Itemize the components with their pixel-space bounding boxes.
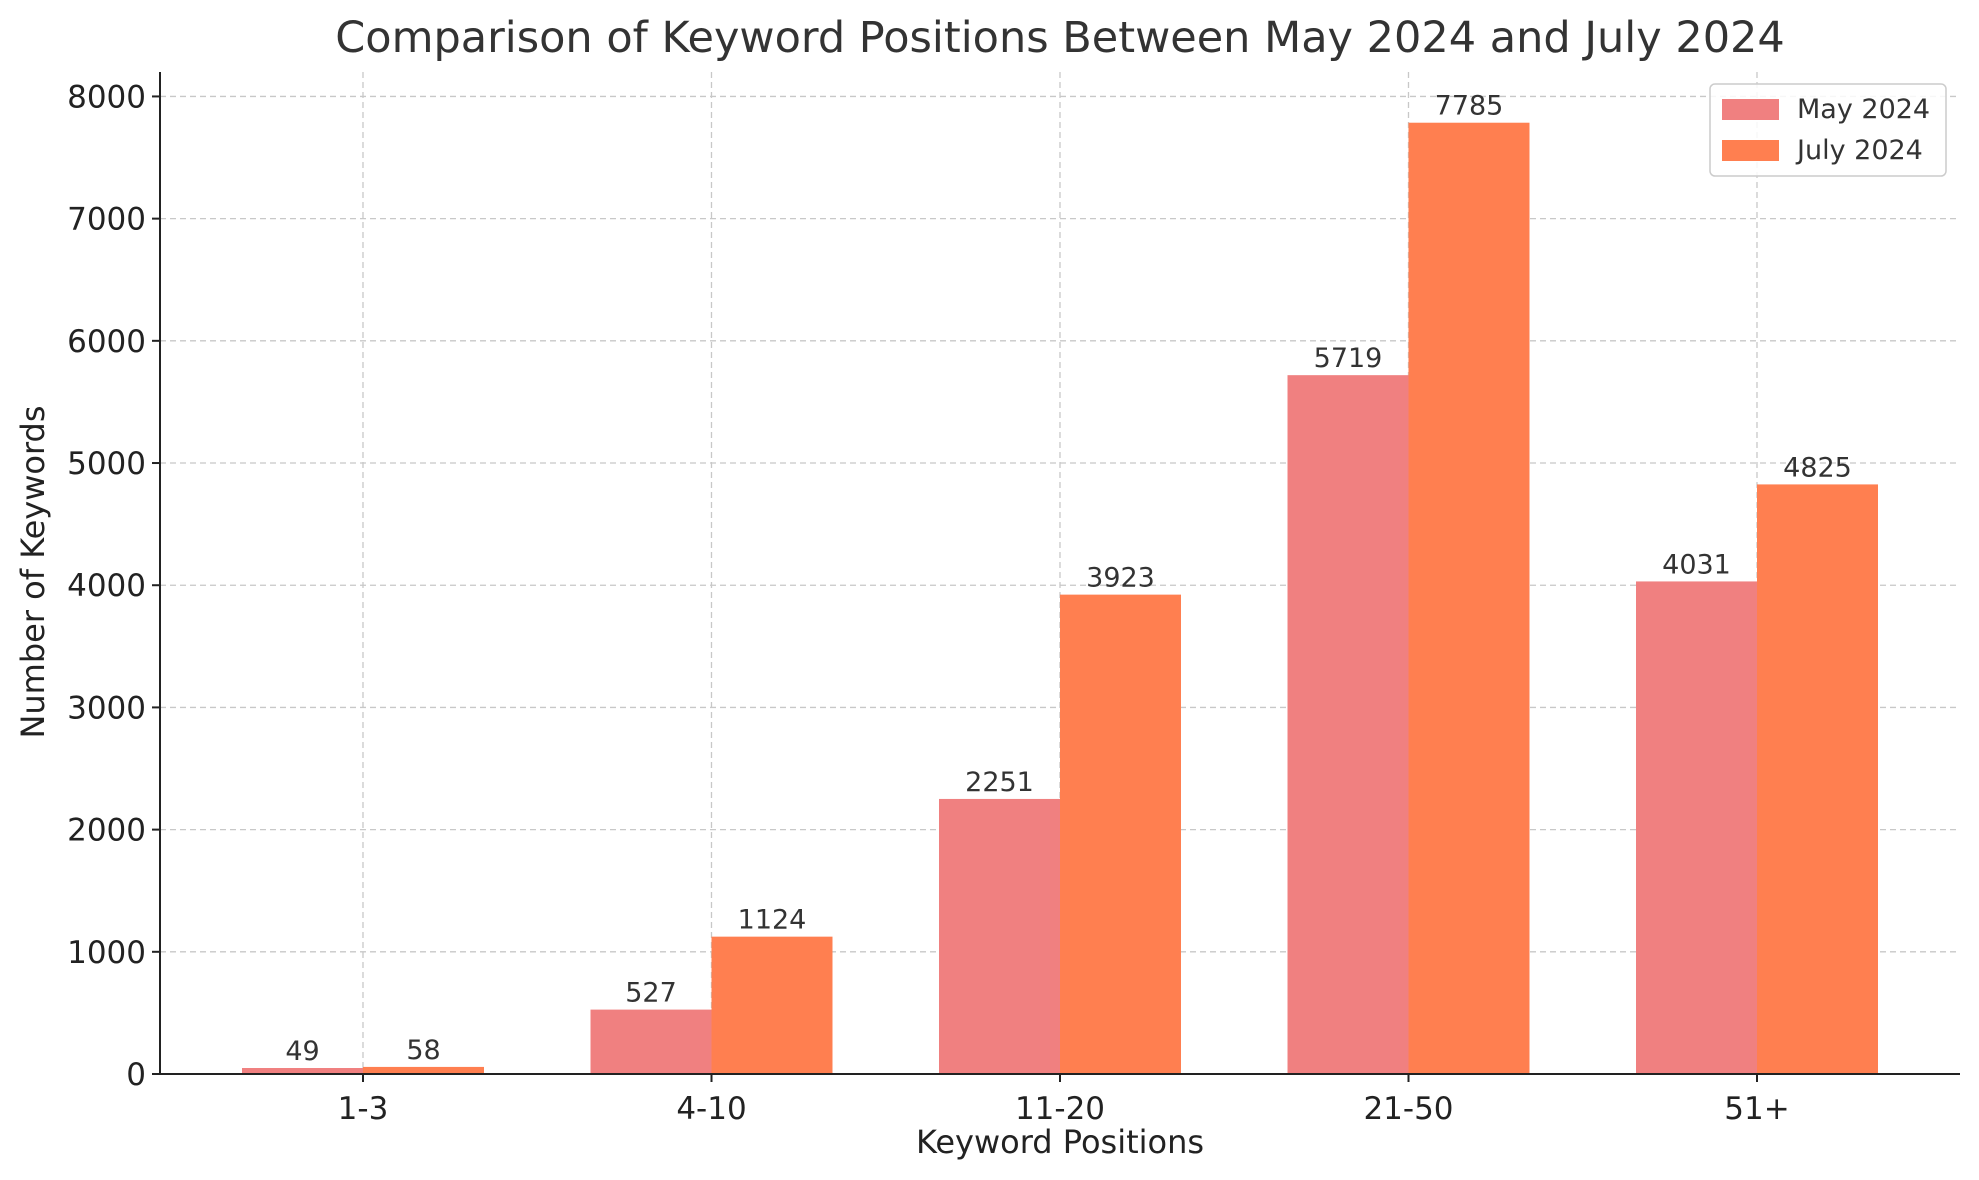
y-tick-label: 5000 xyxy=(67,446,146,482)
legend-swatch xyxy=(1722,99,1779,120)
y-axis-label: Number of Keywords xyxy=(14,405,52,738)
y-tick-label: 8000 xyxy=(67,79,146,115)
bar-value-label: 1124 xyxy=(738,905,807,936)
bar-value-label: 7785 xyxy=(1435,91,1504,122)
bar-value-label: 2251 xyxy=(965,767,1034,798)
bar-may-2024 xyxy=(1287,375,1409,1074)
bar-value-label: 3923 xyxy=(1086,563,1155,594)
legend: May 2024 July 2024 xyxy=(1709,83,1947,177)
x-tick-label: 51+ xyxy=(1724,1091,1789,1127)
bar-value-label: 4825 xyxy=(1783,452,1852,483)
bar-value-label: 49 xyxy=(285,1036,319,1067)
legend-swatch xyxy=(1722,140,1779,161)
bar-july-2024 xyxy=(363,1066,484,1074)
bar-july-2024 xyxy=(1060,594,1181,1074)
bar-may-2024 xyxy=(1636,581,1757,1074)
x-axis-label: Keyword Positions xyxy=(916,1123,1204,1161)
y-tick-label: 2000 xyxy=(67,813,146,849)
y-tick-label: 3000 xyxy=(67,690,146,726)
bar-may-2024 xyxy=(242,1068,363,1074)
x-tick-label: 21-50 xyxy=(1363,1091,1453,1127)
bar-value-label: 5719 xyxy=(1314,343,1383,374)
chart-title: Comparison of Keyword Positions Between … xyxy=(335,13,1785,63)
legend-label: May 2024 xyxy=(1797,94,1930,125)
x-tick-label: 11-20 xyxy=(1015,1091,1105,1127)
y-tick-label: 7000 xyxy=(67,202,146,238)
axes: 0 1000 2000 3000 4000 5000 6000 7000 8000 1-3 4-10… xyxy=(67,72,1960,1127)
bar-may-2024 xyxy=(939,798,1060,1074)
bar-value-label: 4031 xyxy=(1662,549,1731,580)
bar-may-2024 xyxy=(590,1009,712,1074)
y-tick-label: 6000 xyxy=(67,324,146,360)
bar-value-label: 58 xyxy=(406,1035,440,1066)
bar-july-2024 xyxy=(1408,122,1530,1074)
y-tick-label: 0 xyxy=(126,1057,146,1093)
bar-july-2024 xyxy=(1757,484,1878,1074)
x-tick-label: 4-10 xyxy=(676,1091,746,1127)
x-tick-label: 1-3 xyxy=(338,1091,389,1127)
y-tick-label: 1000 xyxy=(67,935,146,971)
bar-value-label: 527 xyxy=(625,978,677,1009)
bar-july-2024 xyxy=(711,936,833,1074)
data-labels: 49 527 2251 5719 4031 58 1124 3923 7785 4825 xyxy=(285,91,1852,1067)
y-tick-label: 4000 xyxy=(67,568,146,604)
legend-label: July 2024 xyxy=(1795,135,1923,166)
bars xyxy=(242,122,1878,1074)
